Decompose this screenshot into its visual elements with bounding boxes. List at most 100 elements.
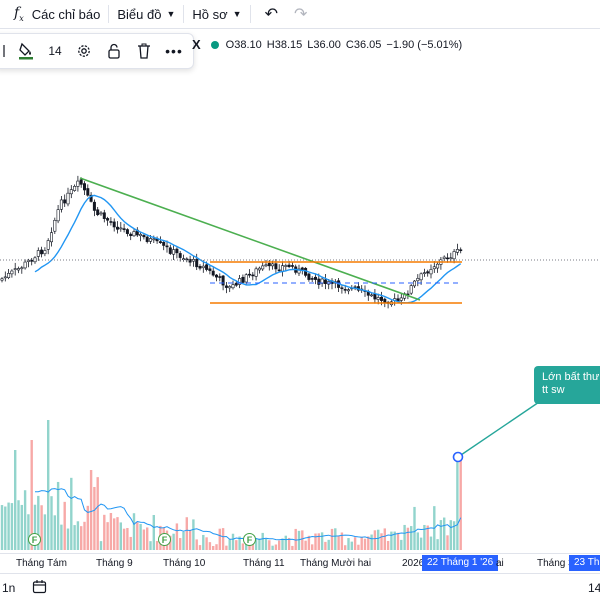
- volume-bar: [287, 537, 291, 550]
- candle-body: [271, 263, 275, 267]
- volume-bar: [188, 530, 192, 550]
- volume-bar: [198, 545, 202, 550]
- volume-bar: [172, 533, 175, 550]
- candle-body: [119, 227, 123, 230]
- candle-body: [89, 194, 93, 202]
- candle-body: [56, 209, 60, 222]
- volume-bar: [182, 531, 185, 550]
- candle-body: [445, 257, 449, 260]
- volume-bar: [344, 545, 347, 550]
- more-button[interactable]: •••: [159, 34, 189, 68]
- candle-body: [432, 266, 436, 270]
- candle-body: [208, 268, 212, 271]
- volume-bar: [60, 524, 63, 550]
- candle-body: [346, 289, 350, 292]
- lock-button[interactable]: [99, 34, 129, 68]
- trash-icon: [138, 43, 150, 59]
- candle-body: [379, 296, 383, 301]
- volume-bar: [294, 528, 297, 550]
- candle-body: [277, 269, 281, 272]
- candle-body: [280, 265, 284, 272]
- candle-body: [99, 212, 103, 215]
- candle-body: [158, 241, 162, 244]
- candle-body: [340, 287, 344, 290]
- volume-bar: [205, 537, 208, 550]
- volume-bar: [317, 533, 320, 550]
- candle-body: [436, 263, 440, 269]
- candle-body: [409, 285, 413, 294]
- callout-anchor[interactable]: [452, 451, 464, 463]
- candle-body: [96, 209, 100, 216]
- volume-bar: [406, 527, 410, 550]
- volume-bar: [443, 517, 446, 550]
- financials-marker[interactable]: F: [158, 533, 171, 546]
- fill-color-button[interactable]: [11, 34, 41, 68]
- change-value: −1.90 (−5.01%): [386, 38, 463, 51]
- volume-bar: [347, 538, 350, 550]
- volume-bar: [215, 544, 218, 550]
- volume-bar: [109, 512, 113, 550]
- candle-body: [241, 276, 245, 283]
- volume-bar: [99, 541, 103, 550]
- undo-button[interactable]: ↶: [251, 0, 286, 28]
- candle-body: [102, 212, 106, 219]
- volume-bar: [426, 525, 429, 550]
- candle-body: [73, 186, 77, 191]
- volume-bar: [40, 505, 43, 550]
- callout-annotation[interactable]: Lớn bất thư tt sw: [534, 366, 600, 404]
- volume-bar: [169, 535, 172, 550]
- volume-bar: [429, 536, 433, 550]
- candle-body: [267, 263, 271, 267]
- chart-canvas[interactable]: [0, 0, 600, 553]
- volume-bar: [136, 522, 139, 550]
- volume-bar: [367, 536, 370, 550]
- volume-bar: [56, 481, 60, 550]
- redo-button[interactable]: ↷: [286, 0, 315, 28]
- financials-marker[interactable]: F: [243, 533, 256, 546]
- candle-body: [139, 234, 143, 237]
- line-width-value: 14: [48, 44, 62, 58]
- volume-bar: [33, 504, 37, 550]
- delete-button[interactable]: [129, 34, 159, 68]
- calendar-icon[interactable]: [32, 579, 47, 597]
- line-width-button[interactable]: 14: [41, 34, 69, 68]
- candle-body: [92, 201, 96, 211]
- volume-bar: [393, 531, 396, 550]
- volume-bar: [76, 521, 80, 550]
- candle-body: [412, 280, 416, 287]
- gear-icon: [78, 45, 90, 57]
- candle-body: [419, 273, 423, 281]
- candle-body: [10, 270, 14, 275]
- candle-body: [201, 265, 205, 269]
- volume-bar: [291, 545, 294, 550]
- candle-body: [26, 259, 30, 262]
- bottom-toolbar: 1n 14: [0, 573, 600, 601]
- low-value: L36.00: [307, 38, 341, 51]
- volume-bar: [340, 532, 344, 550]
- financials-marker[interactable]: F: [28, 533, 41, 546]
- volume-bar: [126, 527, 129, 550]
- volume-bar: [7, 502, 10, 550]
- toolbar-divider: [183, 5, 185, 23]
- volume-bar: [423, 524, 426, 550]
- volume-bar: [278, 540, 281, 550]
- indicators-button[interactable]: fx Các chỉ báo: [0, 0, 108, 28]
- volume-bar: [70, 477, 73, 550]
- volume-bar: [363, 538, 367, 550]
- pencil-button[interactable]: [0, 34, 11, 68]
- symbol-label[interactable]: X: [192, 37, 201, 52]
- volume-bar: [50, 496, 53, 550]
- settings-button[interactable]: [69, 34, 99, 68]
- profile-menu-button[interactable]: Hồ sơ ▼: [184, 0, 249, 28]
- interval-button[interactable]: 1n: [2, 581, 16, 595]
- indicators-label: Các chỉ báo: [31, 6, 101, 22]
- candle-body: [459, 249, 463, 252]
- undo-icon: ↶: [264, 6, 278, 23]
- candle-body: [122, 228, 126, 230]
- candle-body: [43, 250, 47, 255]
- chart-menu-button[interactable]: Biểu đồ ▼: [109, 0, 183, 28]
- time-axis[interactable]: Tháng Tám Tháng 9 Tháng 10 Tháng 11 Thán…: [0, 553, 600, 572]
- volume-bar: [386, 540, 390, 550]
- candle-body: [0, 278, 4, 281]
- candle-body: [370, 294, 374, 297]
